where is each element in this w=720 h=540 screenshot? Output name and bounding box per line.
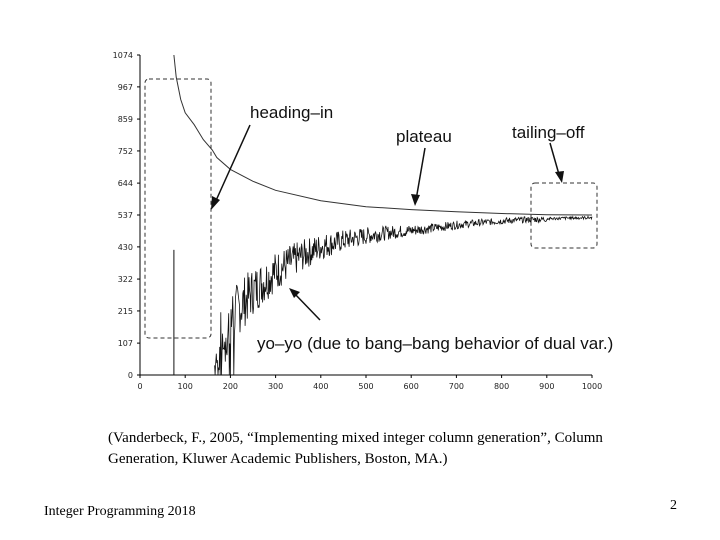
y-tick-label: 859 <box>118 115 133 124</box>
x-tick-label: 500 <box>358 382 373 391</box>
x-tick-label: 0 <box>137 382 142 391</box>
x-tick-label: 100 <box>178 382 193 391</box>
x-tick-label: 1000 <box>582 382 602 391</box>
footer-course-title: Integer Programming 2018 <box>44 504 196 519</box>
x-tick-label: 900 <box>539 382 554 391</box>
y-tick-label: 644 <box>118 179 133 188</box>
annotation-heading-in: heading–in <box>250 103 333 122</box>
yo-yo-arrowhead <box>289 288 300 298</box>
series-lower-bound-line <box>214 215 593 376</box>
yo-yo-arrow <box>292 291 321 321</box>
chart: 0 100 200 300 400 500 600 700 800 900 1000 0 107 215… <box>113 51 614 391</box>
y-tick-label: 430 <box>118 243 133 252</box>
y-tick-label: 1074 <box>113 51 133 60</box>
annotation-yo-yo: yo–yo (due to bang–bang behavior of dual… <box>257 334 613 353</box>
annotation-tailing-off: tailing–off <box>512 123 585 142</box>
heading-in-arrowhead <box>211 196 220 210</box>
plateau-arrow <box>415 147 426 201</box>
tailing-off-arrowhead <box>555 171 564 183</box>
y-tick-label: 967 <box>118 83 133 92</box>
x-tick-label: 200 <box>223 382 238 391</box>
heading-in-box <box>144 78 212 339</box>
series-layer <box>173 54 593 376</box>
heading-in-arrow <box>213 124 251 206</box>
x-tick-label: 400 <box>313 382 328 391</box>
plateau-arrowhead <box>411 194 420 206</box>
x-tick-label: 600 <box>404 382 419 391</box>
y-tick-label: 752 <box>118 147 133 156</box>
y-ticks: 0 107 215 322 430 537 644 752 859 967 1074 <box>113 51 140 380</box>
citation-caption: (Vanderbeck, F., 2005, “Implementing mix… <box>108 430 603 467</box>
x-tick-label: 800 <box>494 382 509 391</box>
x-ticks: 0 100 200 300 400 500 600 700 800 900 1000 <box>137 375 602 391</box>
axes <box>139 55 592 376</box>
page-number: 2 <box>670 498 677 513</box>
y-tick-label: 107 <box>118 339 133 348</box>
tailing-off-box <box>530 182 598 249</box>
x-tick-label: 300 <box>268 382 283 391</box>
annotation-arrows <box>211 124 564 321</box>
y-tick-label: 322 <box>118 275 133 284</box>
y-tick-label: 0 <box>128 371 133 380</box>
y-tick-label: 537 <box>118 211 133 220</box>
annotation-plateau: plateau <box>396 127 452 146</box>
x-tick-label: 700 <box>449 382 464 391</box>
series-upper-bound-line <box>173 54 593 216</box>
y-tick-label: 215 <box>118 307 133 316</box>
